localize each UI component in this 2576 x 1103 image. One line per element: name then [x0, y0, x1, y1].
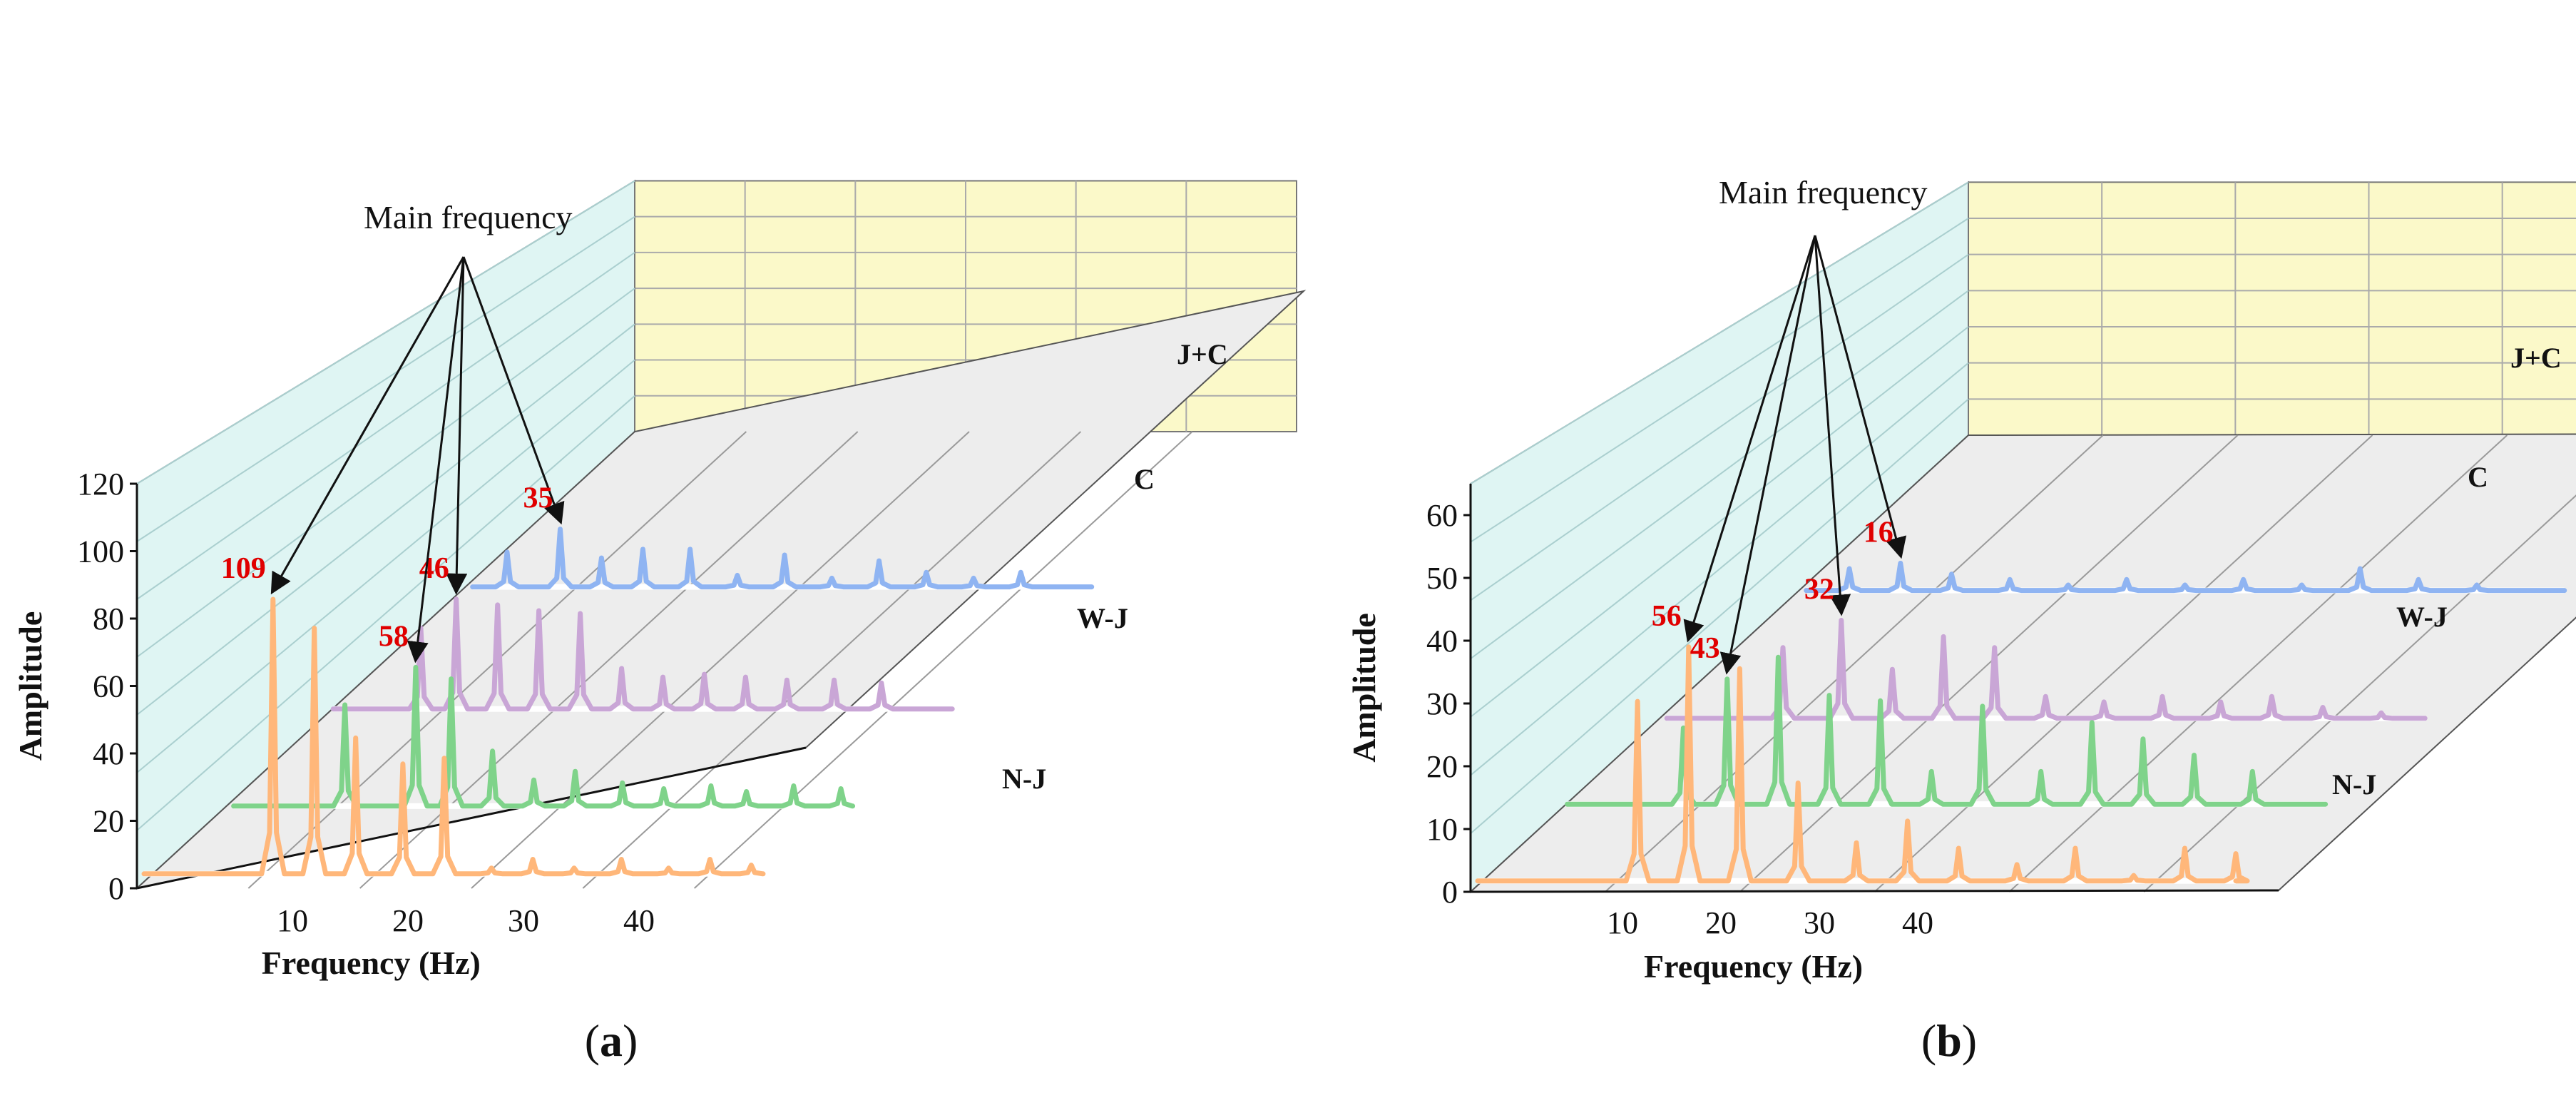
side-wall-gridline [136, 180, 635, 484]
chart-panel-b: 0 10 20 30 40 50 60 10 20 30 40 Frequency (Hz) Ampli… [1346, 174, 2576, 1066]
main-peak-label: 58 [379, 620, 409, 653]
y-tick-label: 120 [77, 467, 124, 502]
side-wall-gridline [1470, 218, 1969, 543]
main-frequency-annotation: Main frequency [1719, 174, 1928, 210]
y-tick-label: 60 [1426, 498, 1458, 533]
subplot-label: (b) [1921, 1015, 1977, 1066]
side-wall-gridline [136, 288, 635, 658]
main-peak-label: 35 [523, 482, 553, 515]
y-tick-label: 20 [1426, 749, 1458, 784]
series-label: W-J [1077, 602, 1128, 634]
x-tick-label: 30 [1804, 905, 1835, 940]
series-label: N-J [2332, 768, 2376, 800]
series-line-jplusc [470, 527, 1095, 590]
main-frequency-arrow [1814, 235, 1907, 559]
x-tick-label: 10 [277, 903, 308, 938]
series-label: J+C [2510, 342, 2562, 374]
floor-gridline [693, 431, 1193, 889]
x-tick-label: 20 [392, 903, 424, 938]
floor-gridline [1739, 434, 2239, 893]
floor-gridline [582, 431, 1082, 889]
series-label: C [2468, 461, 2488, 493]
floor-gridline [2143, 494, 2576, 893]
x-tick-label: 30 [508, 903, 539, 938]
main-frequency-arrow [407, 256, 465, 664]
side-wall-gridline [136, 215, 635, 542]
series-plane [1667, 715, 2426, 721]
side-wall-gridline [1470, 181, 1969, 484]
main-peak-label: 43 [1690, 632, 1720, 665]
main-peak-label: 16 [1864, 516, 1893, 549]
series-label: W-J [2396, 601, 2448, 633]
main-peak-label: 56 [1652, 600, 1682, 633]
x-tick-label: 10 [1607, 905, 1638, 940]
side-wall-gridline [1470, 326, 1969, 718]
y-axis-label: Amplitude [1346, 613, 1382, 763]
side-wall-gridline [1470, 398, 1969, 835]
series-plane [472, 584, 1092, 590]
side-wall-gridline [1470, 362, 1969, 776]
y-axis-label: Amplitude [12, 611, 48, 761]
main-frequency-arrow [270, 256, 465, 595]
series-label: C [1134, 463, 1155, 495]
side-wall-gridline [136, 395, 635, 831]
series-line-c [1664, 618, 2428, 721]
y-tick-label: 50 [1426, 561, 1458, 596]
series-label: J+C [1177, 338, 1228, 370]
series-line-n-j [141, 596, 766, 877]
x-axis-label: Frequency (Hz) [1644, 948, 1863, 985]
main-frequency-arrow [446, 256, 468, 595]
x-axis-line [136, 746, 807, 890]
y-tick-label: 10 [1426, 812, 1458, 847]
side-wall-gridline [1470, 253, 1969, 601]
series-line-jplusc [1804, 561, 2567, 594]
y-tick-label: 30 [1426, 686, 1458, 721]
side-wall-gridline [136, 359, 635, 773]
y-tick-label: 60 [93, 669, 124, 704]
y-tick-label: 100 [77, 534, 124, 569]
x-tick-label: 40 [623, 903, 655, 938]
series-label: N-J [1002, 763, 1046, 795]
floor-gridline [471, 431, 970, 889]
main-frequency-arrow [1814, 235, 1851, 616]
y-tick-label: 20 [93, 804, 124, 839]
series-line-w-j [231, 664, 856, 809]
main-peak-label: 109 [221, 552, 266, 585]
x-tick-label: 20 [1705, 905, 1737, 940]
y-tick-label: 0 [108, 871, 124, 906]
series-line-c [330, 596, 955, 712]
floor-gridline [1605, 434, 2104, 893]
main-frequency-annotation: Main frequency [364, 199, 573, 235]
main-frequency-arrow [1683, 235, 1816, 643]
subplot-label: (a) [585, 1015, 638, 1066]
back-wall [1968, 181, 2576, 437]
main-frequency-arrow [462, 256, 565, 525]
x-axis-line [1470, 889, 2279, 893]
main-peak-label: 46 [419, 552, 449, 585]
main-peak-label: 32 [1804, 574, 1834, 606]
x-tick-label: 40 [1902, 905, 1933, 940]
series-line-n-j [1475, 644, 2250, 884]
y-tick-label: 40 [1426, 624, 1458, 659]
series-plane [1478, 878, 2236, 884]
chart-panel-a: 0 20 40 60 80 100 120 10 20 30 40 Frequency (Hz) Amp… [12, 179, 1307, 1066]
y-tick-label: 80 [93, 601, 124, 636]
series-plane [1806, 587, 2565, 594]
floor-gridline [2008, 434, 2508, 893]
side-wall-gridline [136, 252, 635, 600]
y-tick-label: 40 [93, 736, 124, 771]
side-wall-gridline [1470, 290, 1969, 659]
x-axis-label: Frequency (Hz) [262, 945, 481, 981]
side-wall-gridline [136, 323, 635, 716]
y-tick-label: 0 [1442, 875, 1458, 910]
main-frequency-arrow [1719, 235, 1816, 675]
floor-gridline [1874, 434, 2373, 893]
